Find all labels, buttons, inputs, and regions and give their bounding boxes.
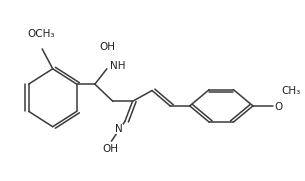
Text: OH: OH <box>102 144 118 154</box>
Text: O: O <box>274 102 282 112</box>
Text: N: N <box>115 124 123 134</box>
Text: CH₃: CH₃ <box>282 85 301 96</box>
Text: OH: OH <box>99 42 115 52</box>
Text: NH: NH <box>110 61 125 71</box>
Text: OCH₃: OCH₃ <box>27 29 55 39</box>
